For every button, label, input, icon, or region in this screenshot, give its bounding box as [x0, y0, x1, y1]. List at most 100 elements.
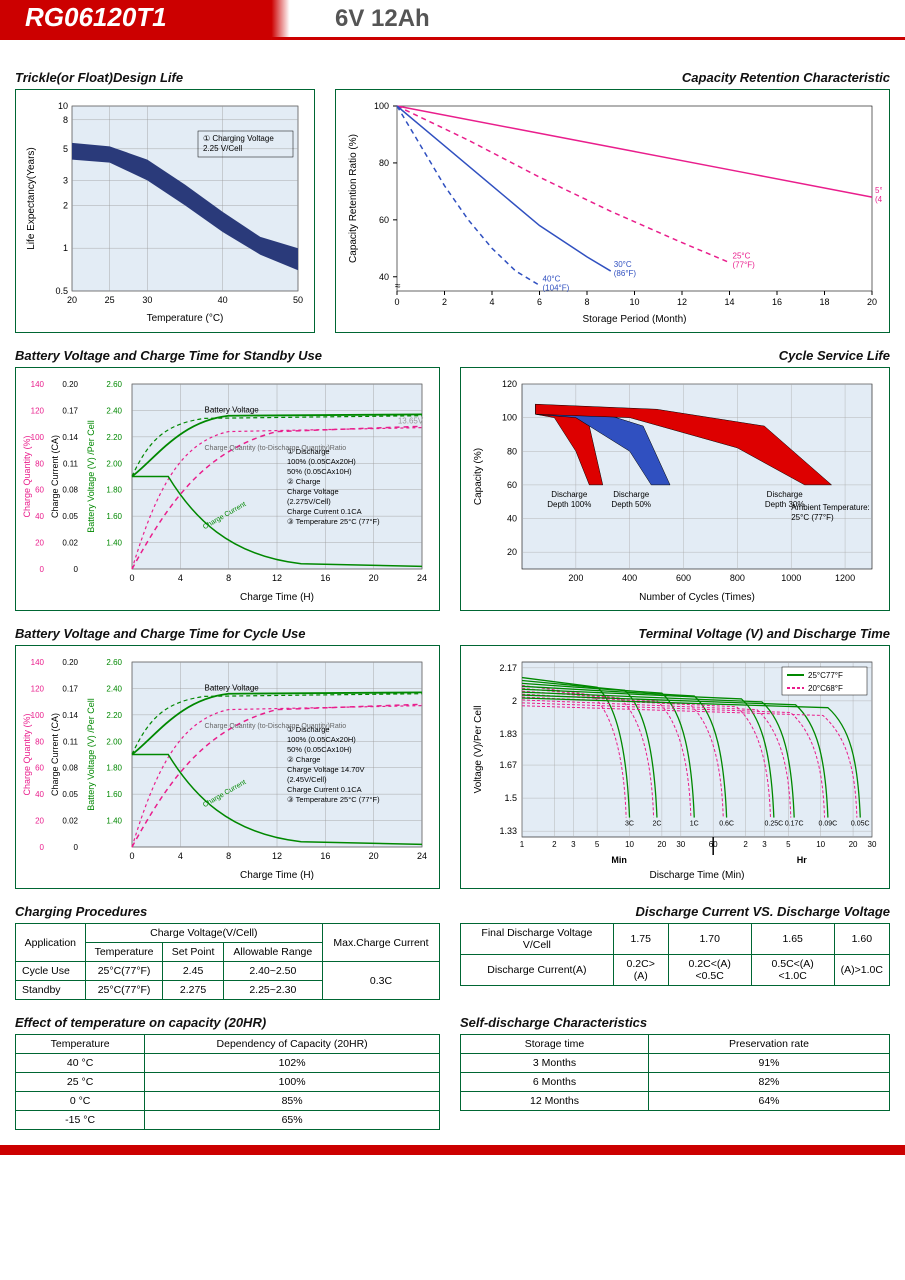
chart3-title: Battery Voltage and Charge Time for Stan… [15, 348, 440, 363]
svg-text:0.17: 0.17 [62, 684, 78, 693]
svg-text:800: 800 [730, 573, 745, 583]
spec-label: 6V 12Ah [335, 5, 430, 33]
svg-text:100% (0.05CAx20H): 100% (0.05CAx20H) [287, 457, 356, 466]
svg-text:Discharge: Discharge [613, 490, 650, 499]
svg-text:0: 0 [394, 297, 399, 307]
svg-text:Min: Min [611, 855, 627, 865]
svg-text:24: 24 [417, 573, 427, 583]
svg-text:60: 60 [507, 480, 517, 490]
svg-text:25°C (77°F): 25°C (77°F) [791, 513, 834, 522]
svg-text:2.20: 2.20 [106, 433, 122, 442]
svg-text:50% (0.05CAx10H): 50% (0.05CAx10H) [287, 745, 352, 754]
svg-text:5: 5 [63, 144, 68, 154]
chart4-title: Cycle Service Life [460, 348, 890, 363]
svg-text:0.14: 0.14 [62, 711, 78, 720]
svg-text:Charge Time (H): Charge Time (H) [240, 870, 314, 881]
svg-text:1.40: 1.40 [106, 817, 122, 826]
svg-text:1.5: 1.5 [504, 793, 517, 803]
svg-text:100: 100 [31, 433, 45, 442]
svg-text:80: 80 [35, 737, 44, 746]
svg-text:3: 3 [63, 175, 68, 185]
svg-text:≈: ≈ [395, 281, 401, 292]
svg-text:20°C68°F: 20°C68°F [808, 684, 843, 693]
svg-text:120: 120 [31, 406, 45, 415]
svg-text:2.00: 2.00 [106, 737, 122, 746]
svg-text:1000: 1000 [781, 573, 801, 583]
chart1-title: Trickle(or Float)Design Life [15, 70, 315, 85]
svg-text:Capacity Retention Ratio (%): Capacity Retention Ratio (%) [348, 134, 359, 263]
svg-text:(2.275V/Cell): (2.275V/Cell) [287, 497, 331, 506]
svg-text:6: 6 [537, 297, 542, 307]
svg-text:100: 100 [502, 413, 517, 423]
svg-text:0.14: 0.14 [62, 433, 78, 442]
svg-text:(104°F): (104°F) [543, 283, 570, 292]
svg-text:5°C: 5°C [875, 186, 882, 195]
svg-text:3: 3 [762, 840, 767, 849]
svg-text:80: 80 [379, 158, 389, 168]
svg-text:20: 20 [369, 573, 379, 583]
svg-text:0.11: 0.11 [63, 459, 79, 468]
svg-text:16: 16 [772, 297, 782, 307]
chart1-panel: 0.512358102025304050Temperature (°C)Life… [15, 89, 315, 333]
svg-text:Battery Voltage: Battery Voltage [205, 405, 260, 414]
chart5-svg: 0481216202402040608010012014000.020.050.… [22, 652, 432, 882]
svg-text:8: 8 [63, 115, 68, 125]
svg-text:5: 5 [786, 840, 791, 849]
svg-text:13.65V: 13.65V [398, 417, 424, 426]
svg-text:60: 60 [379, 215, 389, 225]
svg-text:5: 5 [595, 840, 600, 849]
svg-text:40: 40 [379, 272, 389, 282]
svg-text:0: 0 [129, 573, 134, 583]
svg-text:2.00: 2.00 [106, 459, 122, 468]
svg-text:200: 200 [568, 573, 583, 583]
svg-text:50: 50 [293, 295, 303, 305]
svg-text:1.67: 1.67 [499, 760, 517, 770]
svg-text:80: 80 [35, 459, 44, 468]
svg-text:30°C: 30°C [614, 260, 632, 269]
svg-text:1: 1 [63, 243, 68, 253]
svg-text:0.05C: 0.05C [851, 821, 870, 828]
svg-text:2: 2 [442, 297, 447, 307]
svg-text:0: 0 [129, 851, 134, 861]
svg-text:25: 25 [105, 295, 115, 305]
svg-text:Charge Current 0.1CA: Charge Current 0.1CA [287, 785, 362, 794]
svg-text:4: 4 [178, 851, 183, 861]
svg-text:0: 0 [40, 565, 45, 574]
svg-text:400: 400 [622, 573, 637, 583]
svg-text:4: 4 [178, 573, 183, 583]
svg-text:Discharge: Discharge [767, 490, 804, 499]
svg-text:0: 0 [40, 843, 45, 852]
chart2-panel: 02468101214161820406080100≈5°C(41°F)25°C… [335, 89, 890, 333]
svg-text:(41°F): (41°F) [875, 195, 882, 204]
chart4-panel: 2004006008001000120020406080100120Discha… [460, 367, 890, 611]
svg-text:3C: 3C [625, 821, 634, 828]
svg-text:1: 1 [520, 840, 525, 849]
chart3-svg: 0481216202402040608010012014000.020.050.… [22, 374, 432, 604]
table4-title: Self-discharge Characteristics [460, 1015, 890, 1030]
svg-text:Battery Voltage: Battery Voltage [205, 683, 260, 692]
svg-text:1C: 1C [690, 821, 699, 828]
svg-text:25°C: 25°C [733, 252, 751, 261]
chart6-title: Terminal Voltage (V) and Discharge Time [460, 626, 890, 641]
svg-text:0.11: 0.11 [63, 737, 79, 746]
svg-text:Battery Voltage (V) /Per Cell: Battery Voltage (V) /Per Cell [86, 420, 96, 533]
svg-text:600: 600 [676, 573, 691, 583]
svg-text:20: 20 [35, 539, 44, 548]
svg-text:2.20: 2.20 [106, 711, 122, 720]
svg-text:③ Temperature 25°C (77°F): ③ Temperature 25°C (77°F) [287, 795, 380, 804]
svg-text:2C: 2C [652, 821, 661, 828]
svg-text:0.09C: 0.09C [819, 821, 838, 828]
svg-text:1.80: 1.80 [106, 486, 122, 495]
svg-text:0.17: 0.17 [62, 406, 78, 415]
chart6-panel: 1.331.51.671.8322.1712351020306023510203… [460, 645, 890, 889]
svg-text:10: 10 [625, 840, 634, 849]
svg-text:40: 40 [507, 514, 517, 524]
svg-text:2.25 V/Cell: 2.25 V/Cell [203, 144, 242, 153]
svg-text:100% (0.05CAx20H): 100% (0.05CAx20H) [287, 735, 356, 744]
svg-text:1.60: 1.60 [106, 790, 122, 799]
svg-text:0.20: 0.20 [62, 380, 78, 389]
svg-text:Charge Time (H): Charge Time (H) [240, 592, 314, 603]
chart2-svg: 02468101214161820406080100≈5°C(41°F)25°C… [342, 96, 882, 326]
svg-text:2.17: 2.17 [499, 663, 517, 673]
svg-text:140: 140 [31, 380, 45, 389]
